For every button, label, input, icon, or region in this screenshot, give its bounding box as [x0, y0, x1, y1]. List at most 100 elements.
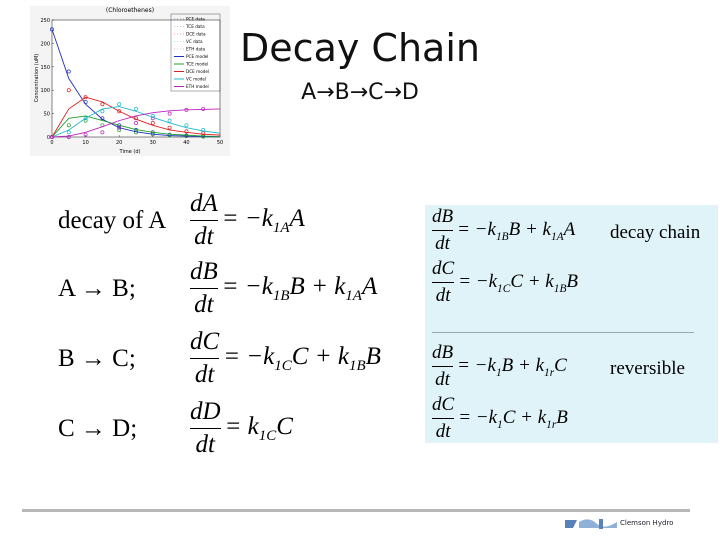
slide-subtitle: A→B→C→D: [301, 80, 419, 105]
equation-rhs: = −k1C + k1rB: [458, 407, 568, 431]
data-point: [66, 69, 71, 74]
y-tick-label: 100: [40, 88, 50, 94]
equation-rhs: = −k1AA: [222, 205, 305, 237]
fraction-bar: [190, 220, 218, 221]
y-tick-label: 0: [47, 135, 50, 141]
y-axis-label: Concentration (uM): [34, 54, 40, 102]
data-point: [66, 135, 71, 139]
rhs-term: = −k: [223, 342, 275, 370]
figure-title: (Chloroethenes): [106, 7, 154, 14]
figure: (Chloroethenes) Time (d) Concentration (…: [30, 6, 230, 156]
y-tick-label: 200: [40, 41, 50, 47]
fraction: dA dt: [190, 190, 218, 251]
legend-label: PCE model: [186, 54, 208, 59]
equation: dB dt = −k1BB + k1AA: [428, 206, 575, 255]
denominator: dt: [194, 223, 214, 250]
rhs-term: = −k: [221, 204, 273, 232]
equation: A → B; dB dt = −k1BB + k1AA: [58, 258, 377, 319]
equation: dC dt = −k1CC + k1BB: [428, 258, 578, 307]
rhs-term: C + k: [291, 342, 349, 370]
data-point: [134, 121, 138, 125]
subscript: 1A: [345, 287, 362, 304]
data-point: [167, 125, 172, 130]
separator: [432, 332, 694, 333]
fraction: dC dt: [432, 394, 455, 443]
subscript: 1B: [272, 287, 290, 304]
footer-line: [22, 509, 690, 512]
footer-text: Clemson Hydro: [620, 519, 674, 527]
data-point: [100, 109, 105, 114]
data-point: [66, 123, 71, 128]
rhs-term: A: [361, 272, 378, 300]
equation-rhs: = −k1CC + k1BB: [458, 271, 578, 295]
denominator: dt: [435, 421, 451, 442]
rhs-term: A: [289, 204, 305, 232]
equation-label: decay of A: [58, 206, 167, 234]
rhs-term: = −k: [458, 406, 498, 428]
fraction: dD dt: [190, 398, 221, 459]
equation: dC dt = −k1C + k1rB: [428, 394, 568, 443]
numerator: dB: [190, 258, 218, 285]
numerator: dB: [432, 206, 454, 227]
numerator: dD: [190, 398, 221, 425]
y-tick-label: 50: [44, 112, 50, 118]
subscript: 1C: [274, 357, 292, 374]
data-point: [100, 102, 105, 107]
equation-label: C → D;: [58, 414, 138, 442]
equation-rhs: = −k1B + k1rC: [457, 355, 567, 379]
x-tick-label: 10: [82, 140, 88, 146]
rhs-term: B + k: [289, 272, 346, 300]
y-tick-label: 250: [40, 18, 50, 24]
model-line: [51, 29, 221, 138]
rhs-term: = −k: [457, 218, 496, 240]
rhs-term: = k: [224, 412, 259, 440]
fraction: dB dt: [432, 342, 454, 391]
data-point: [83, 132, 88, 137]
subscript: 1B: [348, 357, 366, 374]
legend-label: DCE model: [186, 69, 209, 74]
legend-label: DCE data: [186, 32, 206, 37]
legend-label: TCE model: [185, 62, 208, 67]
fraction: dC dt: [432, 258, 455, 307]
subscript: 1: [495, 366, 502, 379]
data-point: [83, 116, 88, 121]
data-point: [134, 106, 138, 111]
denominator: dt: [435, 285, 451, 306]
x-tick-label: 20: [116, 140, 122, 146]
numerator: dA: [190, 190, 218, 217]
data-point: [150, 121, 155, 125]
logo: [565, 519, 617, 529]
denominator: dt: [194, 291, 214, 318]
rhs-term: C + k: [510, 270, 554, 292]
numerator: dC: [190, 328, 220, 355]
data-point: [66, 88, 71, 93]
data-point: [117, 128, 122, 132]
subscript: 1: [497, 418, 503, 431]
legend-label: TCE data: [185, 24, 205, 29]
data-point: [100, 130, 105, 135]
fraction: dB dt: [190, 258, 218, 319]
rhs-term: B + k: [508, 218, 551, 240]
equation-rhs: = −k1BB + k1AA: [457, 219, 575, 243]
data-point: [167, 118, 172, 123]
legend-label: ETH model: [186, 84, 209, 89]
data-point: [201, 128, 206, 132]
x-tick-label: 30: [150, 140, 156, 146]
data-point: [167, 111, 172, 116]
legend-label: PCE data: [186, 17, 205, 22]
numerator: dC: [432, 258, 455, 279]
subscript: 1A: [272, 219, 290, 236]
data-point: [117, 109, 122, 114]
fraction: dB dt: [432, 206, 454, 255]
equation-rhs: = −k1CC + k1BB: [223, 343, 381, 375]
equation: C → D; dD dt = k1CC: [58, 398, 293, 459]
x-tick-label: 50: [217, 140, 223, 146]
x-axis-label: Time (d): [119, 149, 141, 155]
data-point: [117, 102, 122, 107]
rhs-term: B: [365, 342, 381, 370]
denominator: dt: [194, 361, 215, 388]
equation: dB dt = −k1B + k1rC: [428, 342, 567, 391]
fraction-bar: [432, 366, 454, 367]
subscript: 1C: [258, 427, 277, 444]
equation-box: [425, 205, 718, 443]
